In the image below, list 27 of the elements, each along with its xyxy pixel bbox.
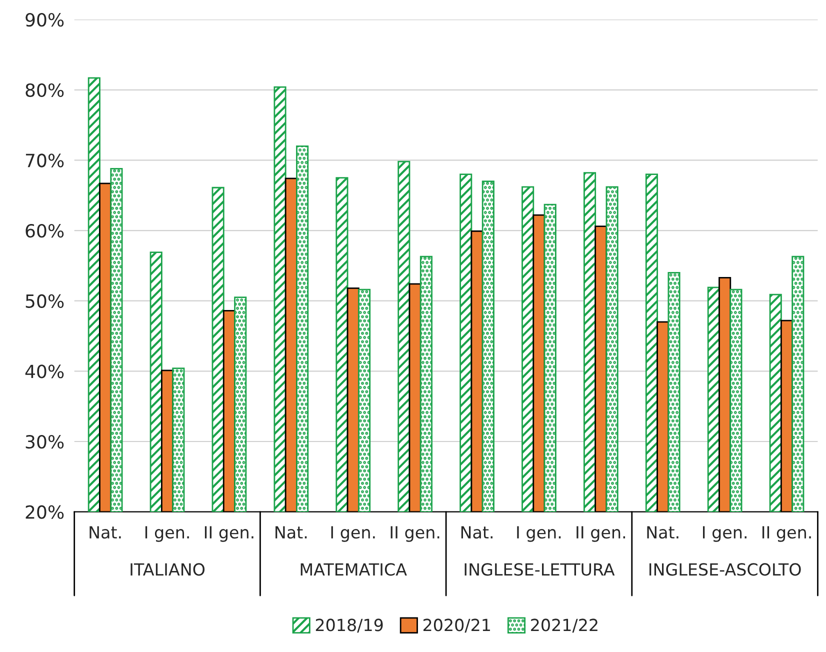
- x-tick-label: Nat.: [90, 526, 121, 539]
- legend-label: 2020/21: [423, 618, 490, 633]
- x-tick-label: I gen.: [331, 526, 375, 542]
- y-tick-label: 80%: [26, 83, 64, 97]
- y-tick-label: 40%: [25, 364, 64, 378]
- x-tick-label: Nat.: [461, 526, 492, 539]
- y-tick-label: 70%: [26, 154, 64, 168]
- y-tick-label: 50%: [26, 294, 64, 308]
- y-tick-label: 30%: [26, 434, 64, 449]
- legend-label: 2018/19: [316, 618, 383, 633]
- x-tick-label: II gen.: [204, 526, 254, 542]
- y-tick-label: 20%: [26, 505, 64, 519]
- text: ITALIANO: [130, 563, 205, 576]
- legend-label: 2021/22: [531, 618, 598, 633]
- x-tick-label: II gen.: [390, 526, 440, 542]
- x-tick-label: Nat.: [647, 526, 678, 539]
- x-tick-label: Nat.: [276, 526, 307, 539]
- y-tick-label: 90%: [26, 13, 64, 27]
- y-tick-label: 60%: [26, 224, 64, 238]
- text: INGLESE-LETTURA: [464, 563, 615, 576]
- text: MATEMATICA: [300, 563, 407, 576]
- x-tick-label: I gen.: [145, 526, 189, 542]
- x-tick-label: II gen.: [762, 526, 811, 542]
- x-tick-label: I gen.: [702, 526, 746, 542]
- x-tick-label: I gen.: [517, 526, 561, 542]
- text: INGLESE-ASCOLTO: [650, 563, 801, 576]
- x-tick-label: II gen.: [576, 526, 626, 542]
